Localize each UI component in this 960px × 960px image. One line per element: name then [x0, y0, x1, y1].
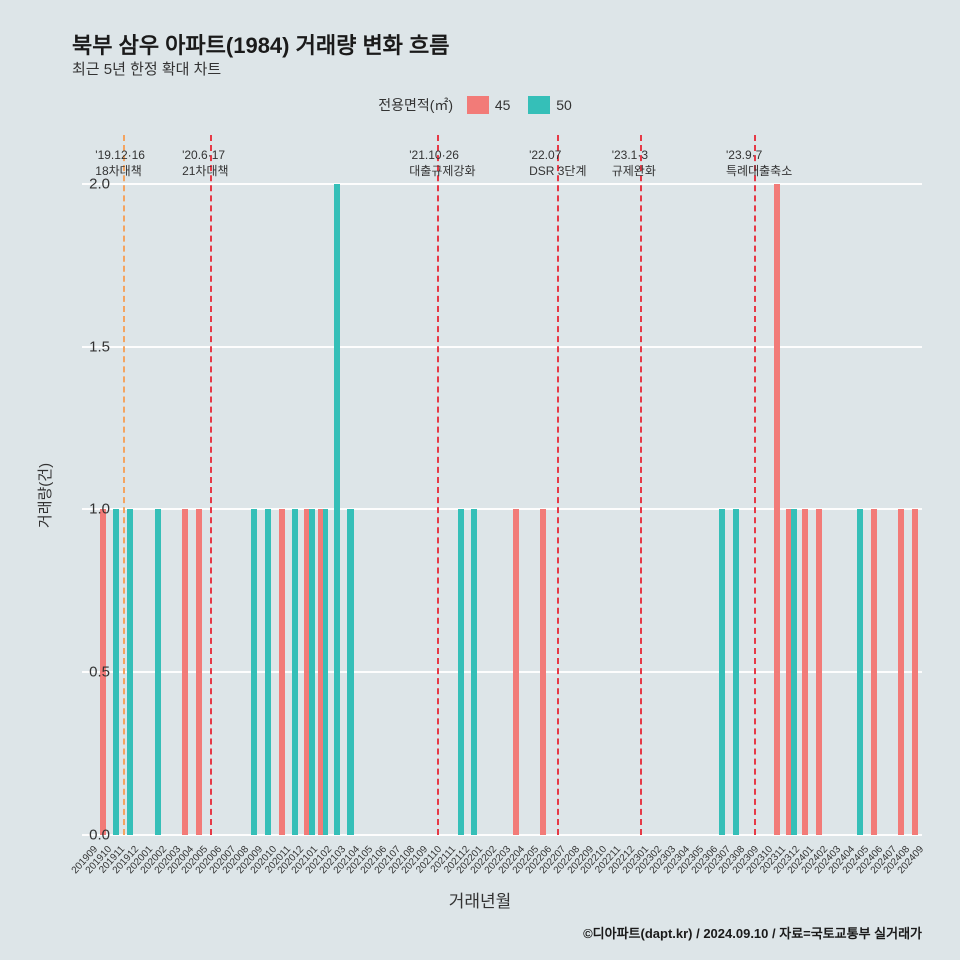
- y-tick-label: 0.0: [60, 827, 110, 844]
- bar: [719, 509, 725, 835]
- bar: [816, 509, 822, 835]
- legend-title: 전용면적(㎡): [378, 97, 453, 113]
- y-tick-label: 1.5: [60, 338, 110, 355]
- policy-vline: [123, 135, 125, 835]
- bar: [347, 509, 353, 835]
- bar: [871, 509, 877, 835]
- policy-vline: [754, 135, 756, 835]
- policy-vline: [210, 135, 212, 835]
- bar: [279, 509, 285, 835]
- policy-label: '22.07DSR 3단계: [529, 147, 586, 179]
- legend-item-50: 50: [528, 96, 577, 114]
- legend-label-50: 50: [556, 97, 572, 113]
- bar: [309, 509, 314, 835]
- chart-title: 북부 삼우 아파트(1984) 거래량 변화 흐름: [72, 28, 450, 60]
- bar: [292, 509, 298, 835]
- credit-line: ©디아파트(dapt.kr) / 2024.09.10 / 자료=국토교통부 실…: [583, 923, 922, 942]
- bar: [458, 509, 464, 835]
- bar: [802, 509, 808, 835]
- bar: [196, 509, 202, 835]
- bar: [182, 509, 188, 835]
- legend-swatch-50: [528, 96, 550, 114]
- bar: [791, 509, 796, 835]
- bar: [113, 509, 119, 835]
- bar: [733, 509, 739, 835]
- policy-label: '20.6·1721차대책: [182, 147, 228, 179]
- policy-vline: [640, 135, 642, 835]
- plot-area: '19.12·1618차대책'20.6·1721차대책'21.10·26대출규제…: [82, 135, 922, 835]
- y-tick-label: 2.0: [60, 175, 110, 192]
- policy-label: '23.1·3규제완화: [612, 147, 656, 179]
- bar: [898, 509, 904, 835]
- bar: [155, 509, 161, 835]
- bar: [334, 184, 340, 835]
- legend-label-45: 45: [495, 97, 511, 113]
- bar: [265, 509, 271, 835]
- policy-vline: [437, 135, 439, 835]
- policy-label: '21.10·26대출규제강화: [409, 147, 475, 179]
- x-axis-label: 거래년월: [0, 887, 960, 912]
- chart-subtitle: 최근 5년 한정 확대 차트: [72, 58, 221, 79]
- bar: [774, 184, 780, 835]
- bar: [251, 509, 257, 835]
- legend: 전용면적(㎡) 45 50: [0, 95, 960, 115]
- legend-item-45: 45: [467, 96, 516, 114]
- bar: [540, 509, 546, 835]
- bar: [323, 509, 328, 835]
- grid-line: [82, 346, 922, 348]
- bar: [127, 509, 133, 835]
- bar: [471, 509, 477, 835]
- policy-vline: [557, 135, 559, 835]
- bar: [857, 509, 863, 835]
- grid-line: [82, 183, 922, 185]
- y-tick-label: 1.0: [60, 501, 110, 518]
- bar: [912, 509, 918, 835]
- bar: [513, 509, 519, 835]
- y-axis-label: 거래량(건): [34, 463, 55, 528]
- policy-label: '23.9·7특례대출축소: [726, 147, 792, 179]
- y-tick-label: 0.5: [60, 664, 110, 681]
- legend-swatch-45: [467, 96, 489, 114]
